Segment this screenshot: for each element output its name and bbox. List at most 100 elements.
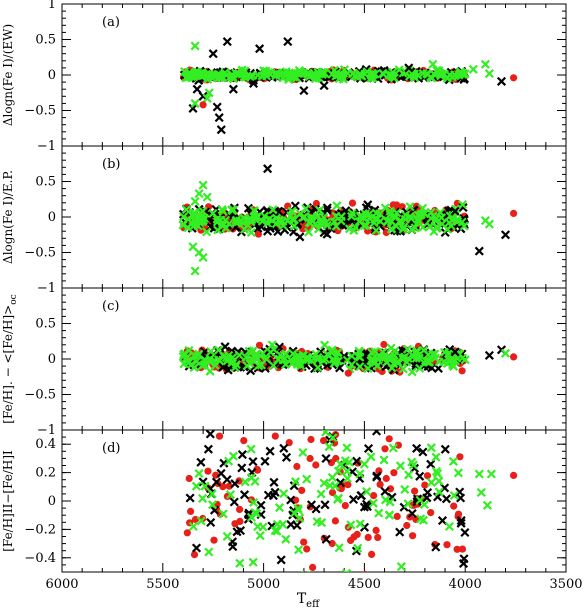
data-point-green xyxy=(190,41,200,51)
data-point-green xyxy=(402,344,413,354)
data-point-red xyxy=(368,550,376,559)
data-point-green xyxy=(199,355,209,365)
data-point-green xyxy=(378,68,388,78)
data-point-green xyxy=(418,222,428,232)
data-point-red xyxy=(386,485,395,493)
data-point-green xyxy=(195,218,205,228)
data-point-green xyxy=(439,357,449,367)
data-point-green xyxy=(183,214,193,224)
data-point-stroke xyxy=(404,65,414,76)
data-point-stroke xyxy=(402,344,413,354)
data-point-red xyxy=(312,461,320,469)
data-point-stroke xyxy=(336,216,346,226)
data-point-black xyxy=(263,490,273,500)
data-point-black xyxy=(321,534,331,544)
data-point-green xyxy=(184,345,194,355)
data-point-stroke xyxy=(378,68,388,78)
data-point-green xyxy=(267,215,277,225)
data-point-red xyxy=(382,228,390,237)
data-point-green xyxy=(220,68,230,78)
data-point-stroke xyxy=(219,458,229,468)
data-point-green xyxy=(313,67,323,77)
data-point-stroke xyxy=(426,213,436,223)
data-point-black xyxy=(283,37,293,47)
data-point-black xyxy=(279,443,289,453)
data-point-green xyxy=(484,69,494,79)
data-point-stroke xyxy=(332,201,342,211)
data-point-stroke xyxy=(180,66,190,77)
data-point-black xyxy=(450,347,460,357)
data-point-green xyxy=(267,340,277,350)
data-point-stroke xyxy=(222,475,232,485)
data-point-black xyxy=(335,478,345,488)
data-point-stroke xyxy=(386,343,396,353)
data-point-red xyxy=(254,230,262,238)
data-point-black xyxy=(299,86,309,96)
data-point-black xyxy=(198,477,208,487)
data-point-green xyxy=(395,216,405,226)
data-point-black xyxy=(276,555,286,565)
data-point-stroke xyxy=(385,497,395,507)
data-point-green xyxy=(188,242,198,252)
data-point-red xyxy=(380,340,388,349)
data-point-stroke xyxy=(211,477,222,487)
data-point-green xyxy=(261,71,272,81)
data-point-green xyxy=(400,352,410,362)
data-point-green xyxy=(190,196,200,206)
data-point-stroke xyxy=(399,222,409,232)
data-point-green xyxy=(407,367,417,377)
data-point-black xyxy=(362,502,372,512)
data-point-green xyxy=(347,208,357,218)
data-point-stroke xyxy=(260,456,270,466)
data-point-stroke xyxy=(246,444,256,454)
data-point-stroke xyxy=(359,221,369,231)
data-point-stroke xyxy=(366,356,376,366)
data-point-stroke xyxy=(460,355,470,365)
data-point-green xyxy=(218,206,228,216)
data-point-stroke xyxy=(339,65,350,75)
data-point-stroke xyxy=(209,355,219,365)
data-point-green xyxy=(268,205,278,215)
data-point-green xyxy=(347,360,357,370)
data-point-stroke xyxy=(456,518,466,528)
data-point-green xyxy=(324,351,334,361)
data-point-red xyxy=(362,570,368,572)
data-point-stroke xyxy=(187,71,197,81)
data-point-green xyxy=(304,227,314,237)
data-point-stroke xyxy=(404,63,414,73)
data-point-black xyxy=(232,527,242,537)
data-point-stroke xyxy=(194,247,204,258)
data-point-stroke xyxy=(205,366,215,376)
data-point-red xyxy=(458,367,466,375)
data-point-green xyxy=(187,71,197,81)
data-point-black xyxy=(228,84,238,94)
data-point-black xyxy=(426,459,436,469)
data-point-green xyxy=(289,215,299,225)
data-point-green xyxy=(191,356,202,366)
data-point-red xyxy=(458,545,467,553)
data-point-stroke xyxy=(220,342,230,352)
data-point-black xyxy=(255,44,265,54)
data-point-black xyxy=(263,226,273,236)
data-point-red xyxy=(204,467,212,475)
data-point-red xyxy=(393,512,401,521)
data-point-stroke xyxy=(313,224,324,234)
data-point-stroke xyxy=(232,527,242,537)
data-point-green xyxy=(355,519,365,529)
data-point-black xyxy=(196,457,206,467)
data-point-green xyxy=(394,65,404,75)
data-point-black xyxy=(316,347,326,357)
data-point-stroke xyxy=(423,349,433,360)
data-point-stroke xyxy=(320,340,330,350)
y-tick-label: −0.5 xyxy=(24,388,56,403)
data-point-green xyxy=(194,189,204,199)
data-point-black xyxy=(239,490,250,500)
data-point-red xyxy=(409,532,417,540)
data-point-stroke xyxy=(457,200,468,210)
panel-tag: (d) xyxy=(102,441,120,456)
data-point-green xyxy=(370,347,380,357)
data-point-stroke xyxy=(187,218,197,228)
data-point-stroke xyxy=(407,224,417,234)
data-point-stroke xyxy=(243,203,253,213)
